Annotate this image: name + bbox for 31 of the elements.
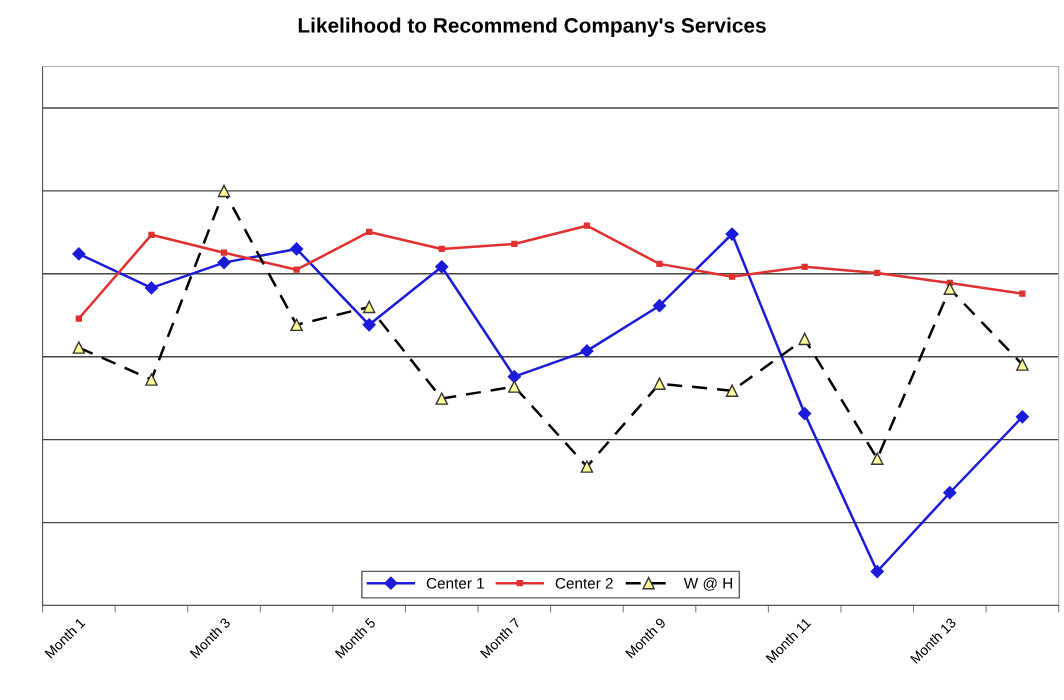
point xyxy=(728,273,736,280)
point xyxy=(874,269,881,277)
point xyxy=(144,281,159,295)
point xyxy=(293,266,300,273)
point xyxy=(725,227,739,241)
point xyxy=(656,260,663,267)
point xyxy=(290,242,304,256)
legend-label: Center 1 xyxy=(426,577,484,589)
point xyxy=(217,256,231,270)
point xyxy=(220,249,228,256)
legend-label: W @ H xyxy=(683,577,732,591)
point xyxy=(583,222,591,229)
point xyxy=(148,231,155,238)
point xyxy=(507,370,521,384)
point xyxy=(870,564,884,579)
chart-title: Likelihood to Recommend Company's Services xyxy=(298,17,766,37)
point xyxy=(580,344,594,358)
point xyxy=(652,299,667,313)
point xyxy=(438,245,445,253)
point xyxy=(75,315,82,322)
point xyxy=(72,247,86,261)
point xyxy=(435,260,449,274)
legend-label: Center 2 xyxy=(555,577,613,589)
point xyxy=(362,318,376,332)
point xyxy=(798,406,812,421)
point xyxy=(1015,410,1029,424)
point xyxy=(801,263,808,270)
point xyxy=(1019,290,1026,297)
point xyxy=(943,486,957,500)
point xyxy=(366,228,373,236)
point xyxy=(511,240,518,248)
